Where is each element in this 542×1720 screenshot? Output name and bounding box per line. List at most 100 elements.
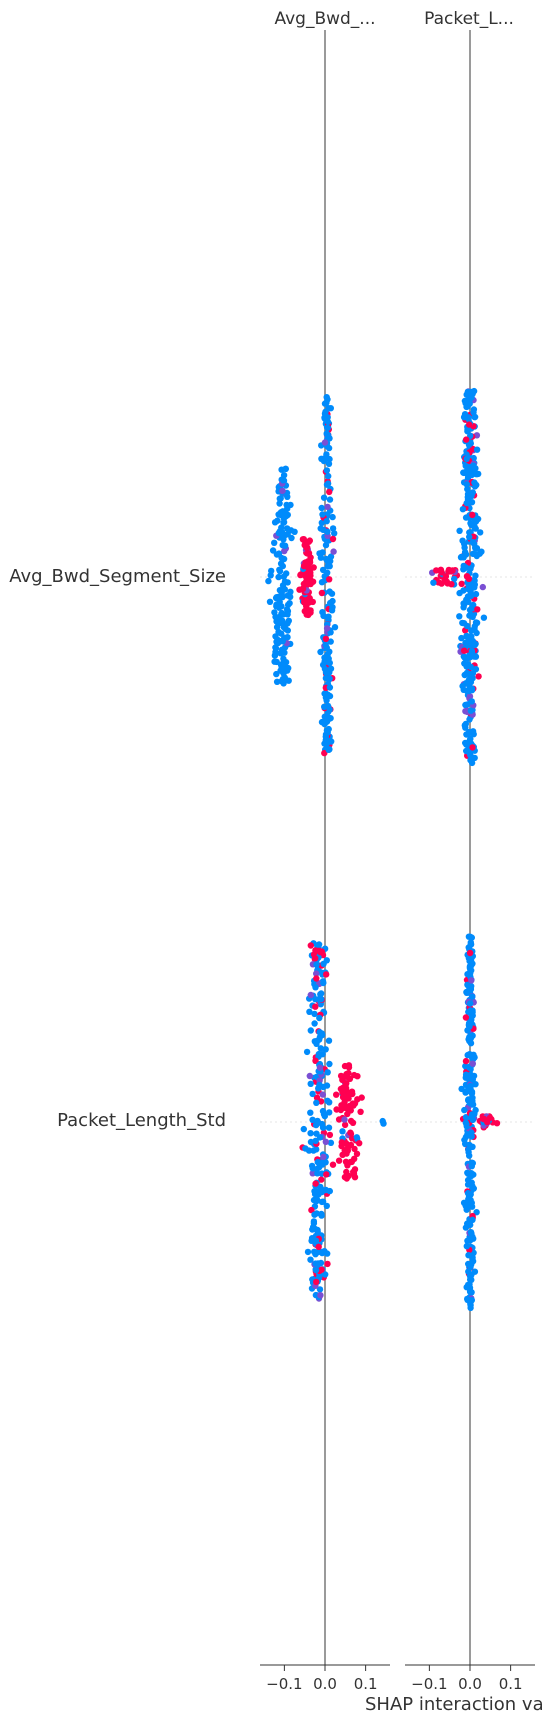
data-point (268, 567, 275, 575)
data-point (463, 573, 471, 580)
data-point (271, 539, 278, 546)
data-point (276, 495, 283, 502)
data-point (328, 607, 336, 614)
data-point (271, 652, 279, 659)
data-point (430, 579, 437, 586)
data-point (302, 542, 309, 550)
data-point (313, 970, 320, 977)
data-point (473, 1209, 480, 1216)
data-point (304, 596, 311, 603)
data-point (324, 480, 332, 487)
data-point (330, 548, 337, 555)
data-point (470, 409, 477, 416)
data-point (464, 486, 471, 493)
data-point (313, 1040, 320, 1048)
data-point (313, 1278, 320, 1286)
data-point (456, 613, 463, 620)
x-tick-label: −0.1 (411, 1675, 447, 1693)
data-point (279, 593, 286, 601)
data-point (472, 619, 480, 626)
data-point (323, 644, 330, 651)
data-point (317, 554, 325, 561)
data-point (344, 1105, 351, 1113)
data-point (469, 1060, 476, 1067)
data-point (468, 1271, 475, 1279)
data-point (345, 1070, 352, 1077)
data-point (321, 414, 328, 421)
data-point (308, 1206, 315, 1214)
data-point (313, 1094, 321, 1101)
data-point (311, 1020, 318, 1027)
data-point (303, 1048, 311, 1056)
data-point (468, 521, 475, 529)
data-point (309, 1165, 316, 1172)
data-point (287, 588, 294, 595)
data-point (323, 1171, 330, 1178)
data-point (467, 1000, 474, 1007)
data-point (339, 1128, 346, 1135)
data-point (316, 1164, 323, 1171)
data-point (275, 573, 282, 581)
data-point (310, 564, 317, 571)
data-point (284, 634, 291, 641)
data-point (468, 698, 475, 705)
data-point (351, 1071, 358, 1079)
data-point (464, 593, 472, 600)
data-point (325, 444, 333, 452)
data-point (465, 1252, 472, 1259)
data-point (303, 611, 310, 618)
data-point (468, 1090, 476, 1097)
data-point (283, 501, 290, 509)
data-point (343, 1175, 350, 1182)
data-point (322, 715, 329, 723)
data-point (311, 1188, 318, 1195)
data-point (284, 531, 291, 538)
data-point (465, 687, 472, 695)
data-point (324, 1250, 331, 1257)
data-point (324, 1097, 331, 1105)
data-point (324, 418, 332, 426)
data-point (473, 471, 480, 478)
data-point (307, 1130, 314, 1137)
data-point (326, 488, 333, 496)
data-point (284, 620, 291, 627)
data-point (438, 580, 445, 587)
data-point (303, 570, 310, 578)
data-point (461, 549, 469, 556)
data-point (326, 692, 334, 700)
x-tick-label: −0.1 (266, 1675, 302, 1693)
data-point (462, 1014, 470, 1021)
data-point (322, 541, 330, 549)
data-point (347, 1129, 354, 1136)
data-point (318, 948, 325, 955)
scatter-points (265, 387, 501, 1312)
data-point (338, 1139, 345, 1146)
data-point (316, 1028, 323, 1036)
data-point (358, 1094, 365, 1101)
column-titles: Avg_Bwd_... Packet_L... (274, 9, 513, 29)
data-point (469, 1076, 476, 1083)
data-point (462, 1088, 469, 1095)
data-point (322, 669, 330, 676)
data-point (316, 1286, 324, 1293)
data-point (470, 601, 477, 609)
data-point (319, 1091, 326, 1098)
data-point (471, 540, 478, 548)
data-point (299, 536, 307, 543)
data-point (466, 1152, 473, 1159)
data-point (465, 933, 473, 940)
data-point (472, 590, 480, 598)
data-point (471, 479, 478, 486)
data-point (278, 524, 285, 531)
data-point (335, 1157, 343, 1164)
data-point (464, 1189, 472, 1197)
data-point (317, 1098, 325, 1105)
data-point (468, 759, 476, 767)
data-point (327, 1139, 335, 1147)
data-point (466, 957, 473, 965)
data-point (266, 598, 274, 605)
data-point (470, 1185, 477, 1192)
data-point (320, 457, 328, 465)
data-point (320, 960, 327, 967)
data-point (349, 1119, 357, 1127)
